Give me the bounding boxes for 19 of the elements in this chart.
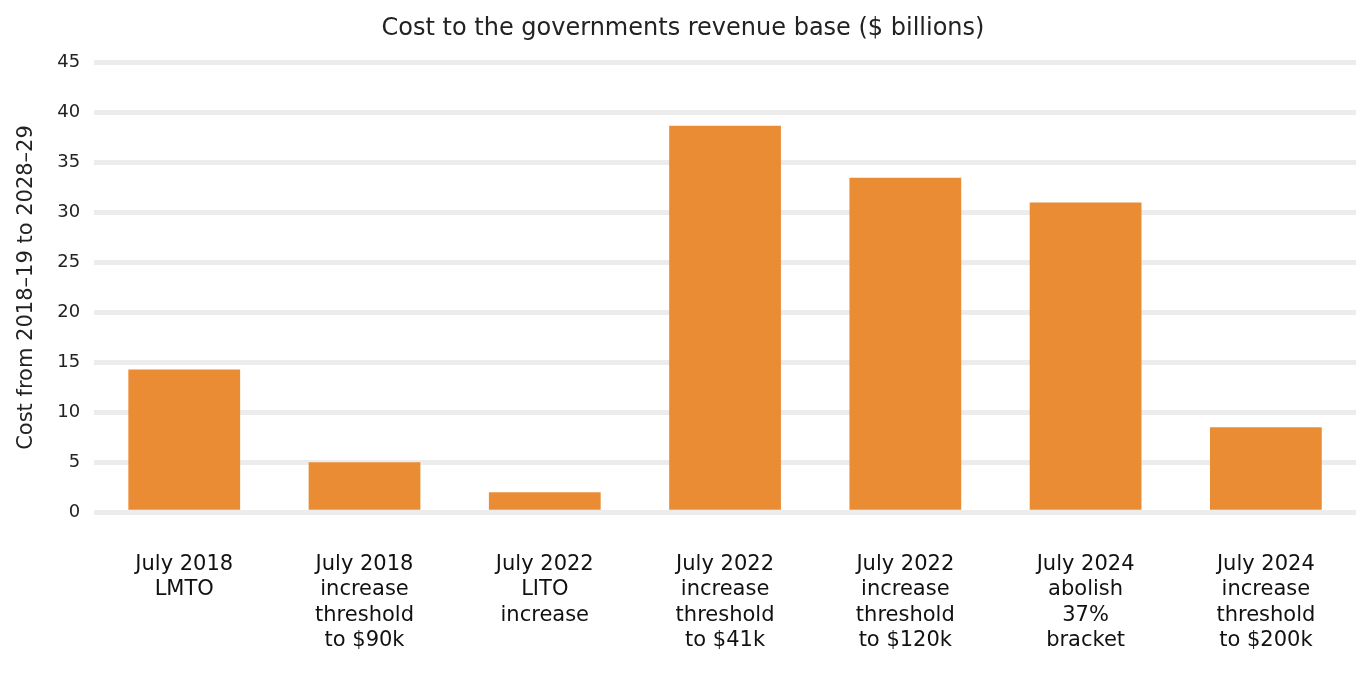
x-tick-label: July 2024 increase threshold to $200k bbox=[1214, 551, 1316, 651]
y-tick-label: 10 bbox=[57, 400, 81, 422]
chart-title: Cost to the governments revenue base ($ billions) bbox=[381, 12, 985, 41]
y-tick-label: 40 bbox=[57, 100, 81, 122]
x-tick-label: July 2018 LMTO bbox=[133, 551, 234, 601]
x-tick-label: July 2022 increase threshold to $120k bbox=[854, 551, 955, 651]
y-tick-label: 0 bbox=[68, 499, 81, 521]
x-tick-label: July 2022 LITO increase bbox=[493, 551, 594, 626]
x-tick-label: July 2022 increase threshold to $41k bbox=[674, 551, 775, 651]
y-tick-label: 15 bbox=[57, 350, 81, 372]
y-axis-title: Cost from 2018–19 to 2028–29 bbox=[13, 125, 38, 450]
y-tick-label: 45 bbox=[57, 50, 81, 72]
y-tick-label: 5 bbox=[68, 449, 81, 471]
x-tick-label: July 2018 increase threshold to $90k bbox=[313, 551, 414, 651]
x-tick-label: July 2024 abolish 37% bracket bbox=[1034, 551, 1135, 651]
y-tick-label: 30 bbox=[57, 200, 81, 222]
y-tick-label: 25 bbox=[57, 250, 81, 272]
y-tick-label: 35 bbox=[57, 150, 81, 172]
y-tick-label: 20 bbox=[57, 300, 81, 322]
